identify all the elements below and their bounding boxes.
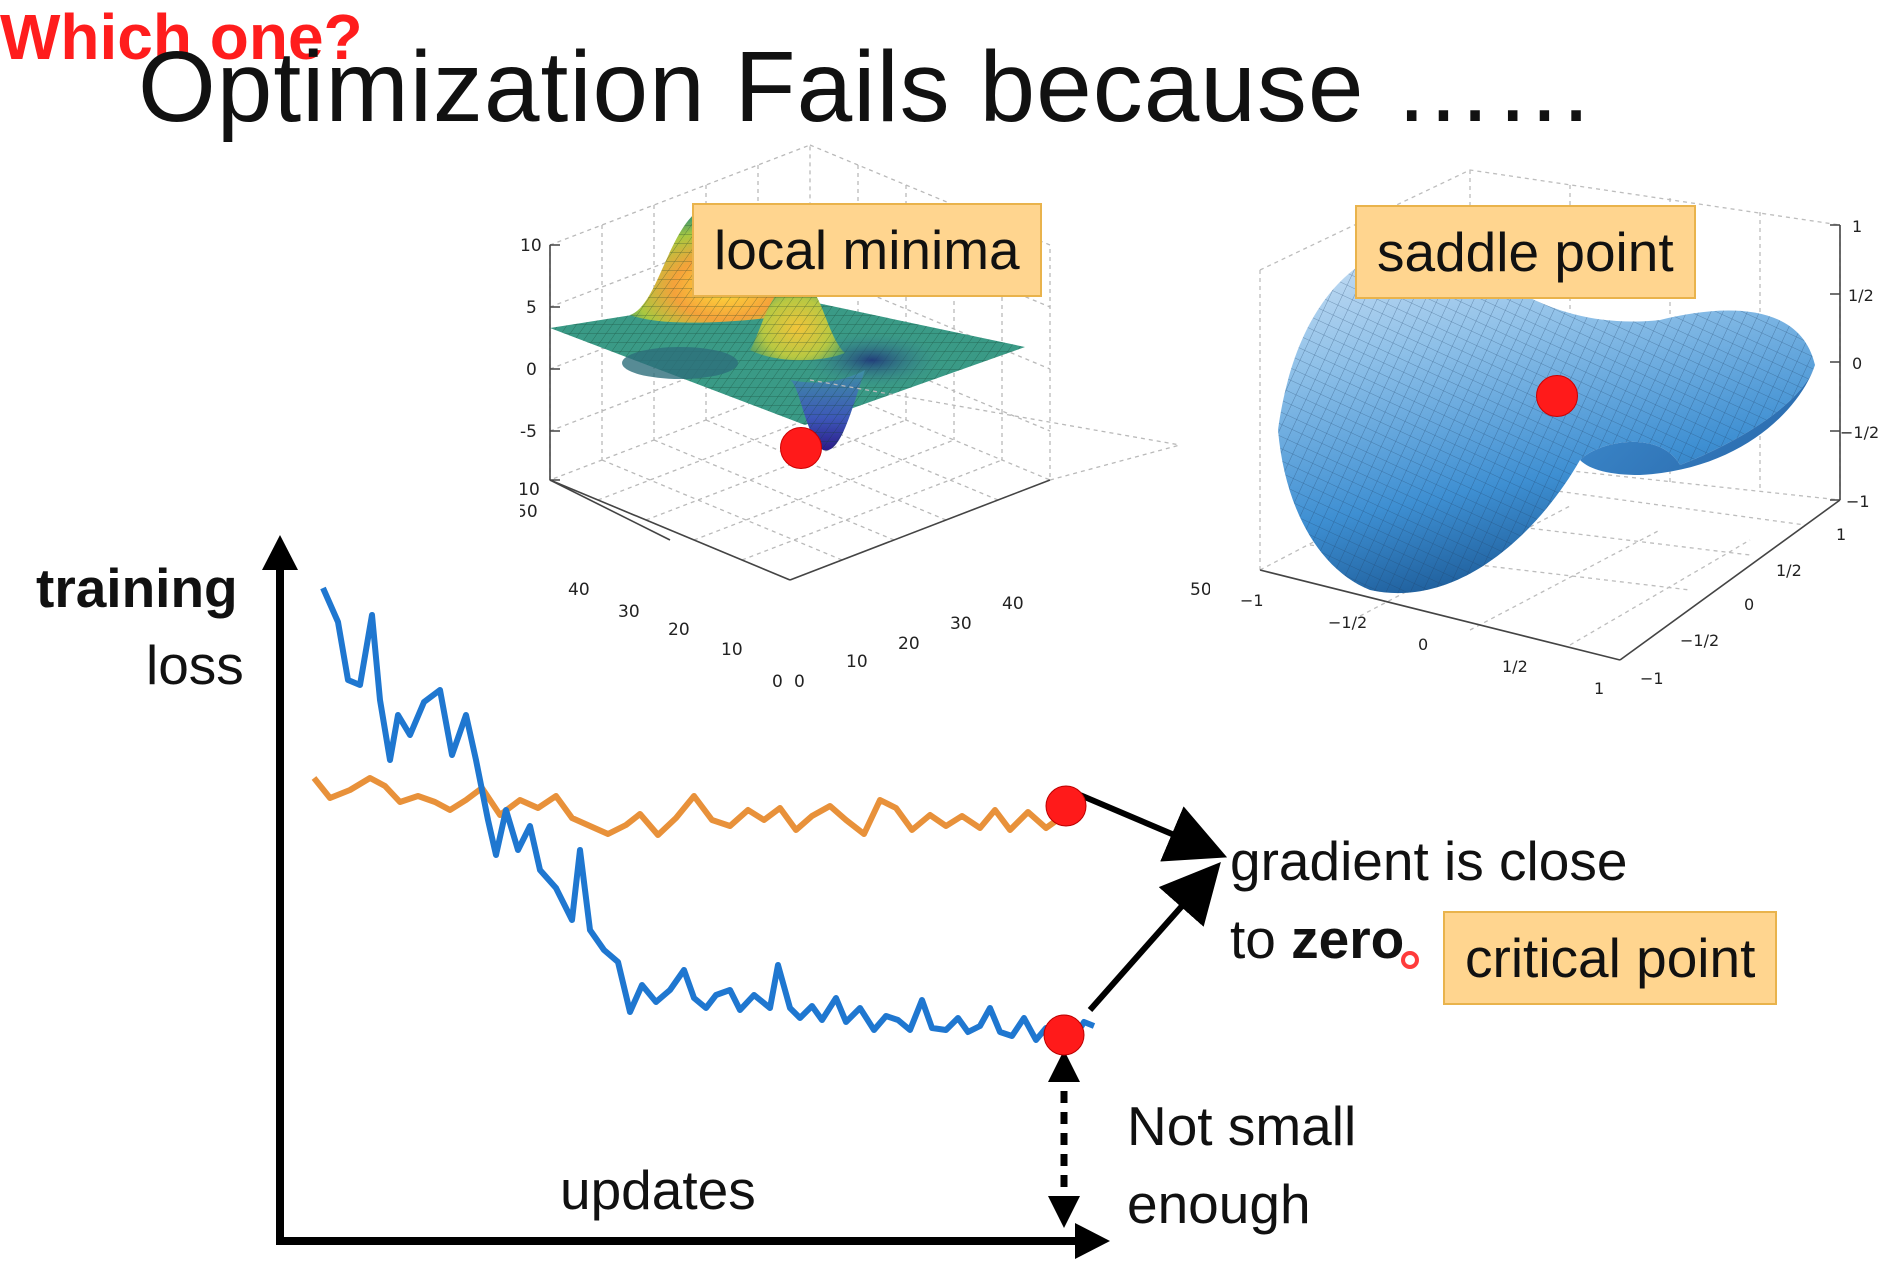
gradient-to-word: to xyxy=(1230,908,1276,970)
gradient-close-text: gradient is close xyxy=(1230,830,1628,892)
sp-y-tick: 1 xyxy=(1836,525,1846,544)
x-axis-label-updates: updates xyxy=(560,1159,756,1221)
enough-text: enough xyxy=(1127,1173,1311,1235)
lm-y-tick: 50 xyxy=(1190,580,1210,600)
sp-x-tick: 1 xyxy=(1594,679,1604,698)
lm-y-tick: 20 xyxy=(898,634,920,654)
local-minima-red-dot xyxy=(780,427,822,469)
arrow-to-gradient-from-top xyxy=(1078,792,1228,862)
saddle-point-tag: saddle point xyxy=(1355,205,1696,299)
sp-z-tick: 1/2 xyxy=(1848,286,1874,305)
sp-x-tick: −1/2 xyxy=(1328,613,1367,632)
gap-arrowhead-down xyxy=(1048,1196,1080,1228)
critical-point-tag: critical point xyxy=(1443,911,1778,1005)
lm-z-tick: 5 xyxy=(526,298,537,318)
lm-z-tick: 10 xyxy=(520,236,542,256)
lm-x-tick: 0 xyxy=(772,672,783,692)
saddle-point-surface-plot: 1 1/2 0 −1/2 −1 −1 −1/2 0 1/2 1 1 1/2 0 … xyxy=(1240,169,1879,698)
blue-loss-curve xyxy=(320,586,1096,1047)
gradient-zero-word: zero xyxy=(1291,908,1405,970)
which-one-question: Which one? xyxy=(0,1,363,73)
lm-x-tick: 20 xyxy=(668,620,690,640)
slide-title: Optimization Fails because …… xyxy=(138,31,1596,143)
lm-x-tick: 40 xyxy=(568,580,590,600)
lm-x-tick: 10 xyxy=(721,640,743,660)
sp-y-tick: 0 xyxy=(1744,595,1754,614)
lm-y-tick: 30 xyxy=(950,614,972,634)
x-axis-arrowhead xyxy=(1075,1223,1110,1259)
lm-y-tick: 40 xyxy=(1002,594,1024,614)
y-axis-label-loss: loss xyxy=(146,634,244,696)
gap-arrowhead-up xyxy=(1048,1050,1080,1082)
orange-curve-end-dot xyxy=(1045,785,1087,827)
sp-x-tick: 1/2 xyxy=(1502,657,1528,676)
sp-z-tick: −1 xyxy=(1846,492,1870,511)
lm-z-tick: 0 xyxy=(526,360,537,380)
sp-y-tick: 1/2 xyxy=(1776,561,1802,580)
local-minima-floor xyxy=(549,379,1181,541)
lm-x-tick: 50 xyxy=(520,502,538,522)
y-axis-arrowhead xyxy=(262,535,298,570)
sp-z-tick: 1 xyxy=(1852,217,1862,236)
sp-z-tick: 0 xyxy=(1852,354,1862,373)
pointer-cursor-ring xyxy=(1401,951,1419,969)
local-minima-tag: local minima xyxy=(692,203,1042,297)
sp-x-tick: 0 xyxy=(1418,635,1428,654)
sp-x-tick: −1 xyxy=(1240,591,1264,610)
lm-z-tick: -5 xyxy=(520,422,537,442)
sp-z-tick: −1/2 xyxy=(1840,423,1879,442)
not-small-text: Not small xyxy=(1127,1095,1357,1157)
lm-x-tick: 30 xyxy=(618,602,640,622)
lm-z-tick: -10 xyxy=(520,480,540,500)
sp-y-tick: −1 xyxy=(1640,669,1664,688)
arrow-to-gradient-from-bottom xyxy=(1087,862,1221,1012)
lm-y-tick: 0 xyxy=(794,672,805,692)
sp-y-tick: −1/2 xyxy=(1680,631,1719,650)
y-axis-label-training: training xyxy=(36,557,238,619)
blue-curve-end-dot xyxy=(1043,1014,1085,1056)
saddle-point-red-dot xyxy=(1536,375,1578,417)
gradient-to-zero-text: to zero xyxy=(1230,906,1404,972)
orange-loss-curve xyxy=(311,775,1069,838)
lm-y-tick: 10 xyxy=(846,652,868,672)
